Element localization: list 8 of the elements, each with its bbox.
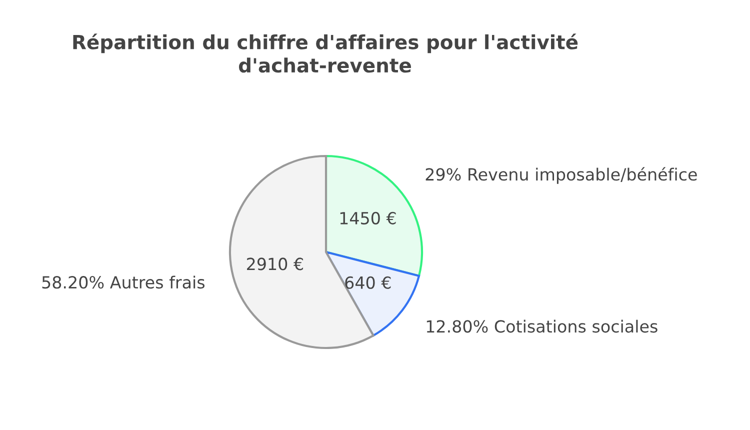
- pie-slice: [324, 154, 424, 277]
- data-label: 1450 €: [340, 212, 396, 224]
- slice-label: 29% Revenu imposable/bénéfice: [426, 167, 697, 184]
- data-label: 640 €: [345, 276, 391, 289]
- slice-label: 12.80% Cotisations sociales: [426, 320, 658, 333]
- data-label: 2910 €: [247, 258, 303, 270]
- chart-title: Répartition du chiffre d'affaires pour l'activité d'achat-revente: [73, 34, 578, 73]
- slice-label: 58.20% Autres frais: [42, 276, 205, 289]
